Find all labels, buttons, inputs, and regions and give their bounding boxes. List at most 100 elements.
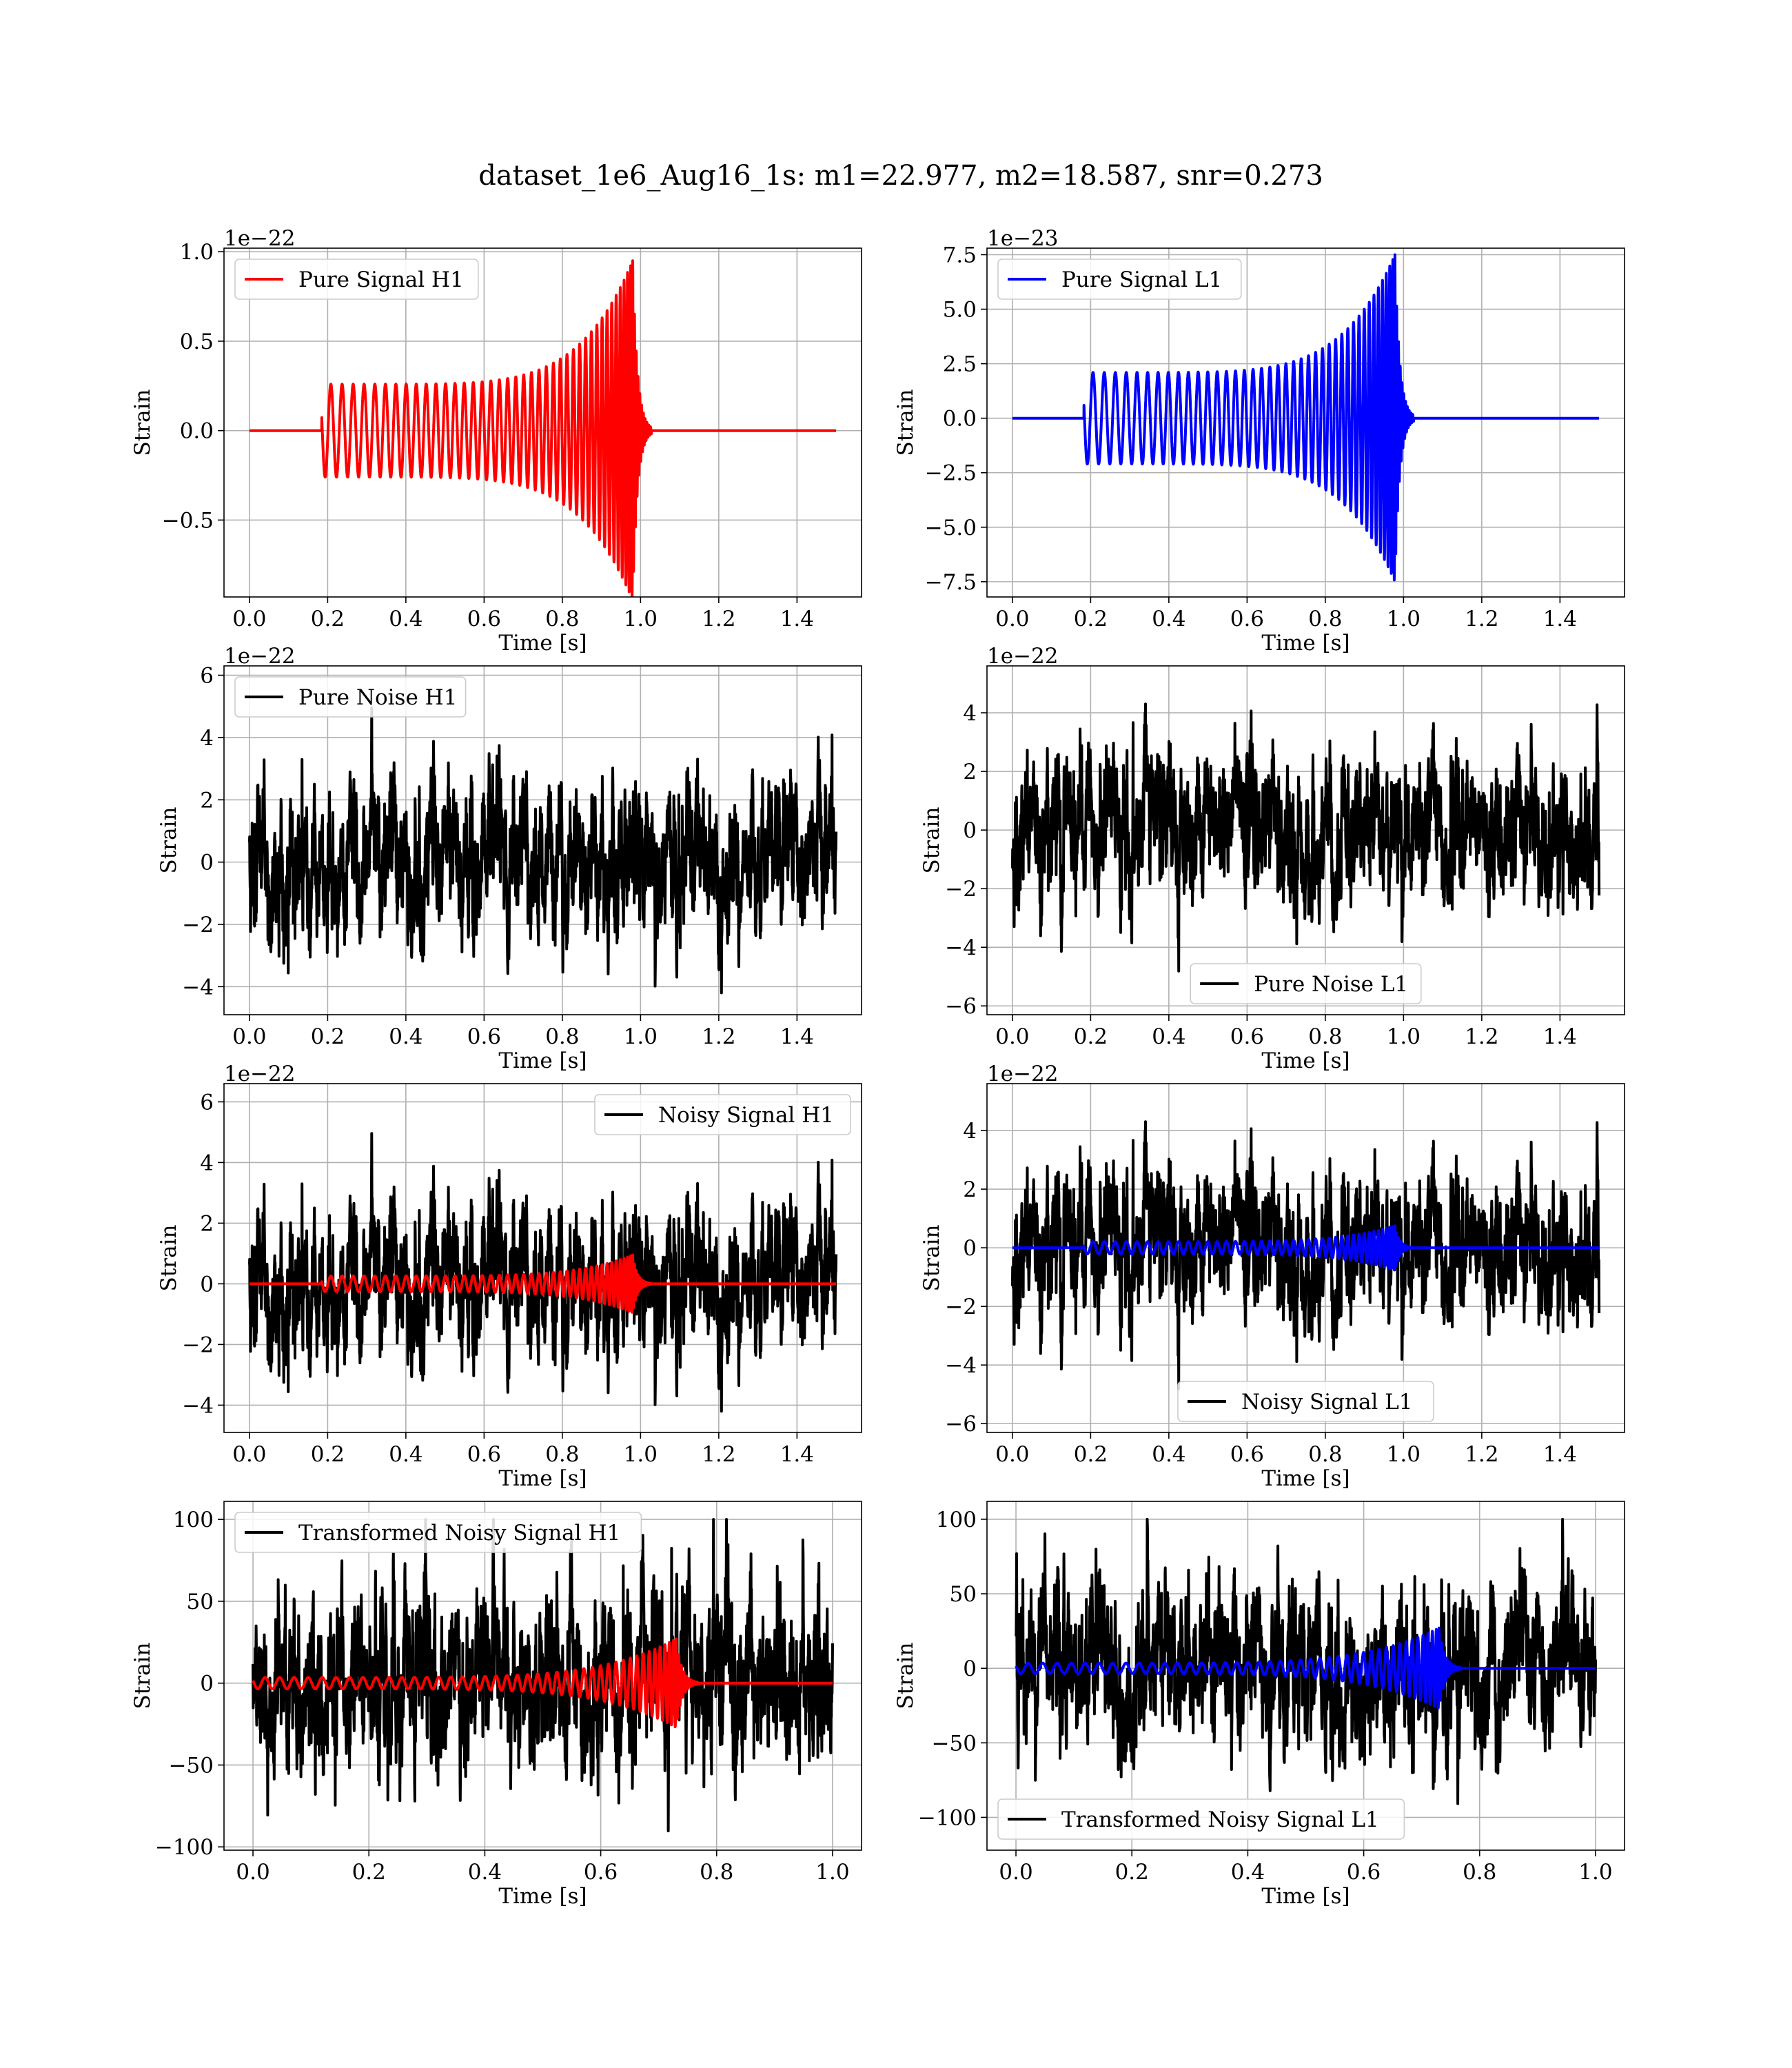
axes-frame bbox=[223, 1501, 862, 1851]
x-tick-label: 1.4 bbox=[780, 1024, 814, 1049]
x-axis-label: Time [s] bbox=[1261, 1048, 1350, 1073]
legend-label: Transformed Noisy Signal H1 bbox=[298, 1521, 620, 1545]
series-line-0 bbox=[248, 259, 837, 597]
series-line-1 bbox=[248, 1253, 837, 1314]
x-tick-label: 0.0 bbox=[995, 1024, 1029, 1049]
axes-frame bbox=[986, 1083, 1625, 1433]
x-tick-label: 0.4 bbox=[1231, 1860, 1265, 1885]
y-tick-label: 50 bbox=[187, 1590, 214, 1614]
y-tick-label: 0.5 bbox=[180, 330, 214, 354]
y-axis-label: Strain bbox=[893, 1643, 918, 1710]
series-group bbox=[247, 1132, 838, 1413]
x-tick-label: 0.0 bbox=[995, 607, 1029, 631]
x-tick-label: 0.0 bbox=[232, 607, 266, 631]
series-line-0 bbox=[1010, 702, 1601, 973]
x-tick-label: 1.0 bbox=[624, 1024, 658, 1049]
x-tick-label: 0.4 bbox=[1152, 1442, 1185, 1467]
x-tick-label: 0.6 bbox=[1230, 1442, 1264, 1467]
subplot-transformed-noisy-signal-h1: 0.0 0.2 0.4 0.6 0.8 1.0 −100 −50 0 50 100 Time [s] S… bbox=[130, 1501, 862, 1909]
y-tick-label: 2 bbox=[200, 1211, 214, 1236]
axis-offset-text: 1e−23 bbox=[987, 226, 1059, 251]
legend: Noisy Signal H1 bbox=[594, 1094, 851, 1135]
y-tick-label: 100 bbox=[173, 1508, 214, 1532]
x-tick-label: 1.2 bbox=[702, 607, 735, 631]
y-tick-label: −7.5 bbox=[925, 570, 977, 595]
y-axis-label: Strain bbox=[893, 389, 918, 456]
subplot-noisy-signal-h1: 0.0 0.2 0.4 0.6 0.8 1.0 1.2 1.4 −4 −2 0 2 4 6 Time [s]… bbox=[156, 1062, 862, 1491]
figure-title: dataset_1e6_Aug16_1s: m1=22.977, m2=18.5… bbox=[478, 160, 1323, 192]
x-tick-label: 0.8 bbox=[700, 1860, 733, 1885]
series-group bbox=[252, 1518, 834, 1833]
y-tick-label: 0 bbox=[963, 1656, 977, 1681]
legend: Pure Signal H1 bbox=[234, 258, 479, 300]
subplot-transformed-noisy-signal-l1: 0.0 0.2 0.4 0.6 0.8 1.0 −100 −50 0 50 100 Time [s] S… bbox=[893, 1501, 1625, 1909]
x-tick-label: 0.6 bbox=[467, 1442, 501, 1467]
x-tick-label: 1.4 bbox=[1543, 1024, 1577, 1049]
x-axis-label: Time [s] bbox=[1261, 1884, 1350, 1909]
axes-frame bbox=[986, 247, 1625, 598]
y-tick-label: −0.5 bbox=[162, 508, 214, 533]
x-tick-label: 1.0 bbox=[1578, 1860, 1612, 1885]
y-tick-label: −2 bbox=[182, 913, 214, 937]
y-tick-label: 0.0 bbox=[943, 407, 977, 432]
series-line-0 bbox=[1010, 1120, 1601, 1390]
y-axis-label: Strain bbox=[156, 807, 181, 874]
series-line-0 bbox=[252, 1518, 834, 1833]
y-tick-label: −100 bbox=[155, 1835, 214, 1860]
legend-frame bbox=[234, 1512, 642, 1553]
y-axis-label: Strain bbox=[156, 1225, 181, 1292]
y-tick-label: 2.5 bbox=[943, 352, 977, 377]
legend: Transformed Noisy Signal L1 bbox=[997, 1798, 1405, 1840]
y-tick-label: 2 bbox=[963, 760, 977, 784]
x-tick-label: 1.4 bbox=[1543, 607, 1577, 631]
x-tick-label: 0.4 bbox=[1152, 607, 1185, 631]
x-tick-label: 0.8 bbox=[1308, 1442, 1342, 1467]
y-tick-label: −2 bbox=[182, 1332, 214, 1357]
y-axis-label: Strain bbox=[130, 389, 155, 456]
y-tick-label: 0 bbox=[200, 851, 214, 875]
x-tick-label: 0.6 bbox=[467, 607, 501, 631]
axes-frame bbox=[223, 1083, 862, 1433]
x-tick-label: 0.0 bbox=[232, 1442, 266, 1467]
y-axis-label: Strain bbox=[919, 1225, 944, 1292]
legend: Transformed Noisy Signal H1 bbox=[234, 1512, 642, 1553]
y-axis-label: Strain bbox=[130, 1643, 155, 1710]
x-tick-label: 0.2 bbox=[311, 1442, 345, 1467]
y-tick-label: 2 bbox=[963, 1177, 977, 1202]
legend-label: Pure Noise H1 bbox=[298, 685, 457, 710]
y-axis-label: Strain bbox=[919, 807, 944, 874]
x-axis-label: Time [s] bbox=[498, 1048, 587, 1073]
x-tick-label: 0.4 bbox=[389, 1024, 422, 1049]
x-tick-label: 1.2 bbox=[702, 1442, 735, 1467]
legend-label: Transformed Noisy Signal L1 bbox=[1061, 1807, 1379, 1832]
x-tick-label: 0.2 bbox=[1074, 1442, 1108, 1467]
series-group bbox=[1015, 1517, 1597, 1805]
series-line-1 bbox=[1015, 1626, 1597, 1710]
axes-frame bbox=[986, 665, 1625, 1015]
y-tick-label: −6 bbox=[945, 1412, 977, 1437]
legend-frame bbox=[234, 258, 479, 300]
x-tick-label: 0.8 bbox=[545, 607, 579, 631]
x-tick-label: 0.2 bbox=[311, 607, 345, 631]
x-tick-label: 0.2 bbox=[1074, 607, 1108, 631]
x-tick-label: 1.2 bbox=[1465, 1442, 1498, 1467]
subplot-noisy-signal-l1: 0.0 0.2 0.4 0.6 0.8 1.0 1.2 1.4 −6 −4 −2 0 2 4 Time [s… bbox=[919, 1062, 1625, 1491]
legend-frame bbox=[1177, 1381, 1434, 1422]
axes-frame bbox=[986, 1501, 1625, 1851]
series-line-0 bbox=[1011, 253, 1600, 582]
x-axis-label: Time [s] bbox=[498, 1466, 587, 1491]
x-tick-label: 1.0 bbox=[1387, 1024, 1421, 1049]
y-tick-label: 4 bbox=[963, 1119, 977, 1144]
legend-frame bbox=[997, 1798, 1405, 1840]
x-axis-label: Time [s] bbox=[498, 631, 587, 656]
x-tick-label: 0.2 bbox=[1115, 1860, 1149, 1885]
x-tick-label: 0.8 bbox=[1463, 1860, 1496, 1885]
y-tick-label: 4 bbox=[963, 701, 977, 726]
legend-frame bbox=[1190, 963, 1422, 1004]
x-tick-label: 1.2 bbox=[1465, 1024, 1498, 1049]
series-group bbox=[247, 706, 838, 995]
x-tick-label: 0.8 bbox=[1308, 607, 1342, 631]
y-tick-label: 4 bbox=[200, 1150, 214, 1175]
y-tick-label: −5.0 bbox=[925, 516, 977, 540]
axis-offset-text: 1e−22 bbox=[224, 644, 296, 669]
